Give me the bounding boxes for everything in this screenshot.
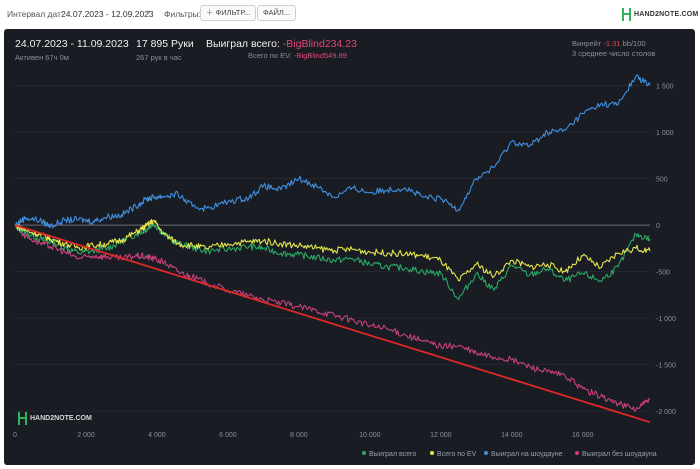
x-tick-label: 16 000 xyxy=(572,432,594,439)
legend-label[interactable]: Всего по EV xyxy=(437,451,477,458)
graph-panel: 24.07.2023 - 11.09.2023 Активен 67ч 0м 1… xyxy=(4,29,695,465)
ev-total-label: Всего по EV: xyxy=(248,51,292,60)
logo-text: HAND2NOTE.COM xyxy=(634,10,699,18)
y-tick-label: -1 000 xyxy=(656,316,676,323)
winrate: Винрейт -1.31 bb/100 xyxy=(572,39,646,48)
x-tick-label: 0 xyxy=(13,432,17,439)
x-tick-label: 8 000 xyxy=(290,432,308,439)
x-tick-label: 4 000 xyxy=(148,432,166,439)
ev-total-value: -BigBlind549.89 xyxy=(293,51,347,60)
filter-button[interactable]: ＋ ФИЛЬТР... xyxy=(200,5,257,21)
legend-label[interactable]: Выиграл всего xyxy=(369,451,416,458)
y-tick-label: 1 500 xyxy=(656,84,674,91)
hands-rate: 267 рук в час xyxy=(136,53,182,62)
winnings-chart: 1 500 1 000 500 0 -500 -1 000 -1 500 -2 000 0 2 … xyxy=(13,74,676,458)
ev-total: Всего по EV: -BigBlind549.89 xyxy=(248,51,347,60)
date-range: 24.07.2023 - 11.09.2023 xyxy=(15,38,129,50)
filters-label: Фильтры: xyxy=(164,9,202,19)
winrate-label: Винрейт xyxy=(572,39,602,48)
legend-label[interactable]: Выиграл без шоудауна xyxy=(582,450,657,458)
y-tick-label: -2 000 xyxy=(656,409,676,416)
logo: HAND2NOTE.COM xyxy=(622,6,698,22)
series-line-won xyxy=(14,222,651,301)
watermark-logo-icon xyxy=(18,412,27,425)
file-button[interactable]: ФАЙЛ... xyxy=(257,5,297,21)
legend-swatch xyxy=(575,451,579,455)
series-line-nonshowdown xyxy=(14,224,651,413)
x-tick-label: 10 000 xyxy=(359,432,381,439)
x-tick-label: 2 000 xyxy=(77,432,95,439)
logo-icon xyxy=(622,7,631,21)
won-total-label: Выиграл всего: xyxy=(206,38,280,50)
winrate-value: -1.31 xyxy=(603,39,621,48)
x-tick-label: 14 000 xyxy=(501,432,523,439)
top-toolbar: Интервал дат: 24.07.2023 - 12.09.2023 ▾ … xyxy=(0,0,700,28)
chevron-down-icon[interactable]: ▾ xyxy=(146,8,151,17)
legend-swatch xyxy=(362,451,366,455)
plus-icon: ＋ xyxy=(206,8,216,17)
x-tick-label: 12 000 xyxy=(430,432,452,439)
y-tick-label: 500 xyxy=(656,177,668,184)
legend-label[interactable]: Выиграл на шоудауне xyxy=(491,451,563,458)
filter-button-label: ФИЛЬТР... xyxy=(215,8,251,17)
file-button-label: ФАЙЛ... xyxy=(263,8,291,17)
interval-select[interactable]: 24.07.2023 - 12.09.2023 xyxy=(61,9,154,19)
series-line-ev xyxy=(14,218,651,282)
active-time: Активен 67ч 0м xyxy=(15,53,69,62)
y-tick-label: -500 xyxy=(656,270,670,277)
winrate-unit: bb/100 xyxy=(622,39,646,48)
interval-label: Интервал дат: xyxy=(7,9,64,19)
y-tick-label: 0 xyxy=(656,223,660,230)
watermark: HAND2NOTE.COM xyxy=(18,412,92,425)
won-total: Выиграл всего: -BigBlind234.23 xyxy=(206,38,357,50)
won-total-value: -BigBlind234.23 xyxy=(282,38,357,50)
tables-avg: 3 среднее число столов xyxy=(572,49,656,58)
hands-count: 17 895 Руки xyxy=(136,38,194,50)
series-line-showdown xyxy=(14,74,651,229)
trend-line xyxy=(14,224,651,424)
y-tick-label: 1 000 xyxy=(656,130,674,137)
x-tick-label: 6 000 xyxy=(219,432,237,439)
y-tick-label: -1 500 xyxy=(656,363,676,370)
legend-swatch xyxy=(430,451,434,455)
legend-swatch xyxy=(484,451,488,455)
watermark-text: HAND2NOTE.COM xyxy=(30,415,92,422)
